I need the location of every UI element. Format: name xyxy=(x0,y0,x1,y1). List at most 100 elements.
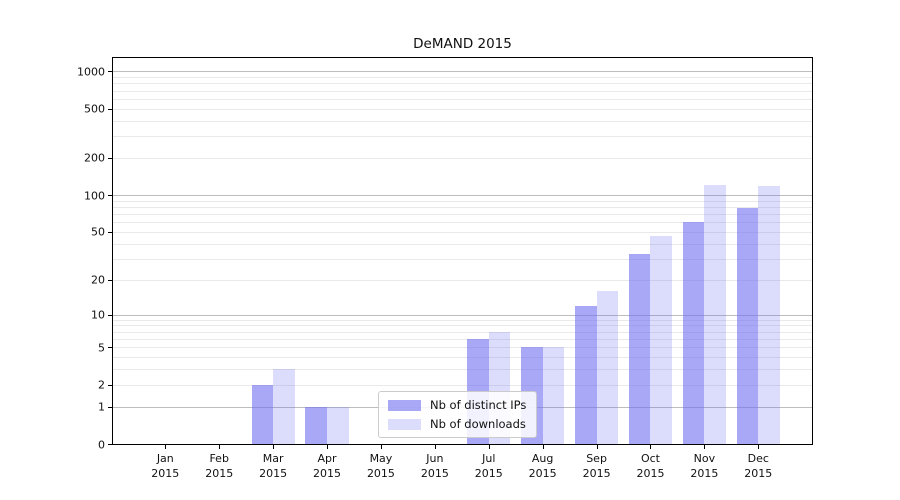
x-axis-tick-label: Jun 2015 xyxy=(421,451,449,481)
x-axis-tick-label: Dec 2015 xyxy=(744,451,772,481)
y-tick-mark xyxy=(108,444,112,445)
x-tick-month: Aug xyxy=(531,452,554,465)
y-axis-tick-label: 500 xyxy=(84,102,105,116)
x-tick-month: Nov xyxy=(693,452,716,465)
minor-gridline xyxy=(113,206,812,208)
bar-aug-downloads xyxy=(542,347,565,444)
y-axis-tick-label: 5 xyxy=(98,341,105,355)
x-tick-mark xyxy=(596,445,598,449)
minor-gridline xyxy=(113,325,812,327)
y-axis-tick-label: 1000 xyxy=(77,65,105,79)
x-axis-tick-label: Jul 2015 xyxy=(475,451,503,481)
major-gridline xyxy=(113,71,812,73)
minor-gridline xyxy=(113,384,812,386)
x-tick-year: 2015 xyxy=(744,467,773,480)
x-tick-mark xyxy=(327,445,329,449)
y-axis-tick-label: 20 xyxy=(91,273,105,287)
minor-gridline xyxy=(113,222,812,224)
x-tick-mark xyxy=(434,445,436,449)
minor-gridline xyxy=(113,76,812,78)
y-axis-tick-label: 200 xyxy=(84,151,105,165)
x-axis-tick-label: Mar 2015 xyxy=(259,451,287,481)
legend-label-downloads: Nb of downloads xyxy=(430,417,526,431)
x-axis-tick-label: Apr 2015 xyxy=(313,451,341,481)
minor-gridline xyxy=(113,90,812,92)
y-tick-mark xyxy=(108,195,112,197)
bar-nov-distinct-ips xyxy=(682,222,705,444)
y-axis-tick-label: 2 xyxy=(98,378,105,392)
minor-gridline xyxy=(113,279,812,281)
bar-apr-downloads xyxy=(327,406,349,444)
bar-apr-distinct-ips xyxy=(305,406,328,444)
x-tick-month: Jul xyxy=(482,452,496,465)
minor-gridline xyxy=(113,200,812,202)
x-axis-tick-label: Sep 2015 xyxy=(583,451,611,481)
y-tick-mark xyxy=(108,279,112,281)
y-axis-tick-label: 10 xyxy=(91,308,105,322)
x-tick-year: 2015 xyxy=(151,467,180,480)
x-axis-tick-label: Nov 2015 xyxy=(690,451,718,481)
x-tick-month: Mar xyxy=(262,452,284,465)
x-tick-mark xyxy=(380,445,382,449)
x-tick-month: May xyxy=(369,452,393,465)
plot-area xyxy=(113,58,812,444)
minor-gridline xyxy=(113,357,812,359)
y-tick-mark xyxy=(108,71,112,73)
minor-gridline xyxy=(113,214,812,216)
x-tick-month: Apr xyxy=(317,452,337,465)
x-tick-mark xyxy=(219,445,221,449)
minor-gridline xyxy=(113,347,812,349)
x-tick-mark xyxy=(704,445,706,449)
bar-sep-downloads xyxy=(596,291,619,444)
y-tick-mark xyxy=(108,384,112,386)
x-tick-month: Dec xyxy=(747,452,769,465)
bar-nov-downloads xyxy=(704,185,726,444)
x-tick-year: 2015 xyxy=(259,467,288,480)
y-tick-mark xyxy=(108,231,112,233)
minor-gridline xyxy=(113,136,812,138)
bar-mar-distinct-ips xyxy=(251,384,274,444)
y-axis-tick-label: 100 xyxy=(84,189,105,203)
x-tick-year: 2015 xyxy=(582,467,611,480)
legend-swatch-downloads xyxy=(388,418,421,430)
legend-swatch-distinct-ips xyxy=(388,399,421,411)
bar-dec-downloads xyxy=(758,186,780,444)
x-tick-month: Jan xyxy=(156,452,174,465)
minor-gridline xyxy=(113,231,812,233)
x-tick-mark xyxy=(758,445,760,449)
bar-oct-downloads xyxy=(650,236,673,444)
x-axis-tick-label: Feb 2015 xyxy=(205,451,233,481)
x-axis-tick-label: Jan 2015 xyxy=(151,451,179,481)
minor-gridline xyxy=(113,157,812,159)
x-tick-mark xyxy=(542,445,544,449)
x-tick-year: 2015 xyxy=(474,467,503,480)
x-tick-mark xyxy=(273,445,275,449)
minor-gridline xyxy=(113,120,812,122)
minor-gridline xyxy=(113,108,812,110)
x-axis-tick-label: Oct 2015 xyxy=(636,451,664,481)
minor-gridline xyxy=(113,258,812,260)
x-tick-year: 2015 xyxy=(313,467,342,480)
bar-oct-distinct-ips xyxy=(628,253,651,444)
x-tick-mark xyxy=(488,445,490,449)
legend: Nb of distinct IPs Nb of downloads xyxy=(378,391,538,438)
major-gridline xyxy=(113,314,812,316)
major-gridline xyxy=(113,195,812,197)
minor-gridline xyxy=(113,243,812,245)
x-tick-month: Oct xyxy=(640,452,660,465)
x-axis-tick-label: Aug 2015 xyxy=(529,451,557,481)
x-tick-year: 2015 xyxy=(636,467,665,480)
x-tick-year: 2015 xyxy=(205,467,234,480)
x-tick-year: 2015 xyxy=(366,467,395,480)
minor-gridline xyxy=(113,319,812,321)
x-tick-month: Jun xyxy=(426,452,444,465)
x-tick-mark xyxy=(650,445,652,449)
x-axis-tick-label: May 2015 xyxy=(367,451,395,481)
x-tick-mark xyxy=(165,445,167,449)
x-tick-month: Sep xyxy=(586,452,607,465)
minor-gridline xyxy=(113,369,812,371)
bar-mar-downloads xyxy=(273,369,295,444)
minor-gridline xyxy=(113,331,812,333)
y-axis-tick-label: 0 xyxy=(98,438,105,451)
